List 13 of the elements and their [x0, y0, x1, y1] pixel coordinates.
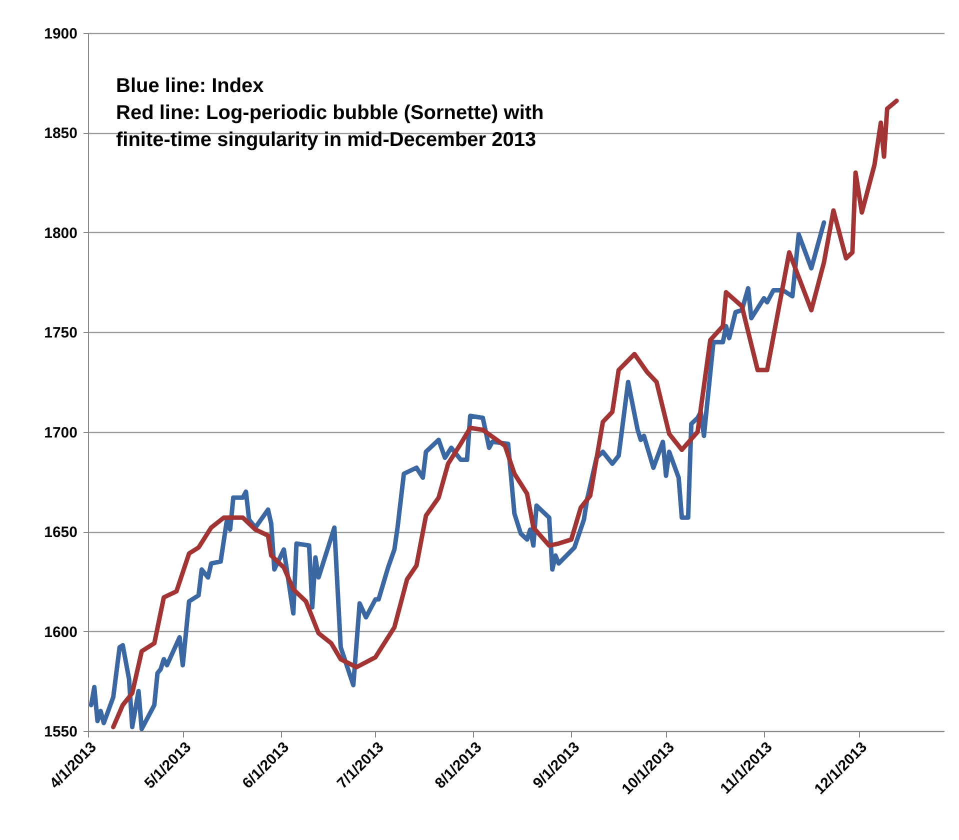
y-tick-label: 1800 [44, 224, 78, 242]
annotation: finite-time singularity in mid-December 2013 [116, 129, 536, 151]
y-tick-label: 1650 [44, 524, 78, 542]
y-tick-label: 1900 [44, 26, 78, 42]
y-tick-label: 1550 [44, 724, 78, 740]
annotation: Red line: Log-periodic bubble (Sornette) with [116, 102, 544, 124]
y-tick-label: 1700 [44, 424, 78, 442]
line-series [88, 220, 826, 731]
annotation: Blue line: Index [116, 75, 264, 97]
y-tick-label: 1750 [44, 324, 78, 342]
y-tick-label: 1850 [44, 125, 78, 142]
y-tick-label: 1600 [44, 624, 78, 641]
line-series [111, 98, 899, 730]
